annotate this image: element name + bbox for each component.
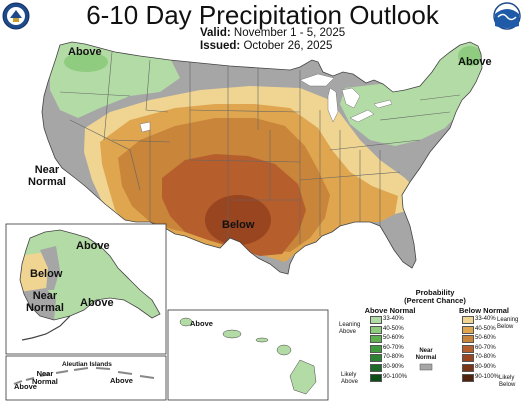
label-aleutians-near-normal: Near Normal — [32, 369, 58, 386]
island-hawaii — [289, 359, 317, 395]
issued-date: Issued: October 26, 2025 — [200, 40, 332, 52]
label-conus-near-normal: Near Normal — [28, 164, 66, 188]
island-maui — [276, 344, 292, 356]
region-below-70-80 — [205, 195, 271, 245]
noaa-logo — [493, 2, 521, 30]
legend-below-range-label: 50-60% — [475, 334, 496, 341]
legend-below-swatch — [462, 345, 474, 353]
alaska-below-region — [20, 252, 52, 296]
region-above-northeast — [340, 42, 482, 146]
lake-superior — [299, 73, 335, 87]
conus-outline — [41, 41, 483, 275]
legend-likely-above: Likely Above — [341, 372, 359, 385]
legend-below-swatch — [462, 316, 474, 324]
legend-above-range-label: 40-50% — [383, 325, 404, 332]
legend-above-swatch — [370, 354, 382, 362]
legend-below-range-label: 33-40% — [475, 315, 496, 322]
legend-above-range-label: 90-100% — [383, 373, 408, 380]
legend-below-range-label: 70-80% — [475, 353, 496, 360]
alaska-outline — [19, 229, 161, 321]
legend-above-swatch — [370, 364, 382, 372]
label-conus-above-east: Above — [458, 56, 492, 68]
legend-leaning-below: Leaning Below — [497, 317, 519, 330]
legend-near-normal-swatch — [419, 363, 433, 371]
conus-map — [41, 41, 483, 275]
island-molokai — [255, 337, 269, 343]
legend-above-range-label: 60-70% — [383, 344, 404, 351]
label-alaska-above-north: Above — [76, 240, 110, 252]
legend-above-swatch — [370, 326, 382, 334]
hawaii-inset — [167, 309, 329, 401]
legend-below-range-label: 90-100% — [475, 373, 500, 380]
legend-below-range-label: 60-70% — [475, 344, 496, 351]
label-alaska-above-south: Above — [80, 297, 114, 309]
valid-dates: Valid: November 1 - 5, 2025 — [200, 27, 345, 39]
legend-above-range-label: 33-40% — [383, 315, 404, 322]
label-alaska-below: Below — [30, 268, 63, 280]
legend-above-swatch — [370, 335, 382, 343]
label-alaska-near-normal: Near Normal — [26, 290, 64, 314]
legend-above-range-label: 70-80% — [383, 353, 404, 360]
legend-below-swatch — [462, 354, 474, 362]
legend-below-swatch — [462, 326, 474, 334]
label-hawaii-above: Above — [190, 319, 213, 328]
legend-below-swatch — [462, 364, 474, 372]
great-salt-lake — [139, 121, 151, 133]
region-above-northeast-core — [458, 46, 482, 66]
legend-below-range-label: 80-90% — [475, 363, 496, 370]
island-oahu — [222, 329, 242, 339]
alaska-inset — [5, 223, 167, 355]
legend-title: Probability — [415, 288, 455, 297]
legend-below-swatch — [462, 374, 474, 382]
legend-below-range-label: 40-50% — [475, 325, 496, 332]
state-lines — [59, 51, 461, 244]
legend-above-swatch — [370, 374, 382, 382]
alaska-near-normal-band — [40, 246, 60, 290]
legend-subtitle: (Percent Chance) — [404, 296, 466, 305]
commerce-seal-logo — [2, 2, 30, 30]
alaska-peninsula — [21, 315, 71, 341]
valid-label: Valid: — [200, 27, 231, 39]
lake-erie — [349, 109, 375, 123]
lake-michigan — [327, 87, 339, 123]
lake-ontario — [373, 99, 393, 109]
legend-above-range-label: 50-60% — [383, 334, 404, 341]
region-above-northwest-core — [64, 52, 108, 72]
aleutians-inset — [5, 355, 167, 401]
label-aleutians-above-far: Above — [14, 382, 37, 391]
issued-label: Issued: — [200, 40, 241, 52]
lake-huron — [341, 87, 361, 109]
island-kauai — [179, 317, 193, 327]
legend-likely-below: Likely Below — [499, 375, 516, 388]
legend-above-swatch — [370, 316, 382, 324]
valid-value: November 1 - 5, 2025 — [233, 27, 346, 39]
legend-below-header: Below Normal — [458, 306, 509, 315]
aleutian-islands-chain — [13, 367, 155, 385]
legend-near-normal-label: Near Normal — [415, 348, 437, 361]
legend-below-swatch — [462, 335, 474, 343]
legend-above-swatch — [370, 345, 382, 353]
legend-leaning-above: Leaning Above — [339, 322, 361, 335]
label-conus-above-west: Above — [68, 46, 102, 58]
page-title: 6-10 Day Precipitation Outlook — [86, 0, 439, 30]
issued-value: October 26, 2025 — [243, 40, 333, 52]
label-conus-below: Below — [222, 219, 255, 231]
legend-above-range-label: 80-90% — [383, 363, 404, 370]
legend-above-header: Above Normal — [364, 306, 416, 315]
label-aleutian-islands: Aleutian Islands — [62, 361, 112, 368]
label-aleutians-above: Above — [110, 376, 133, 385]
